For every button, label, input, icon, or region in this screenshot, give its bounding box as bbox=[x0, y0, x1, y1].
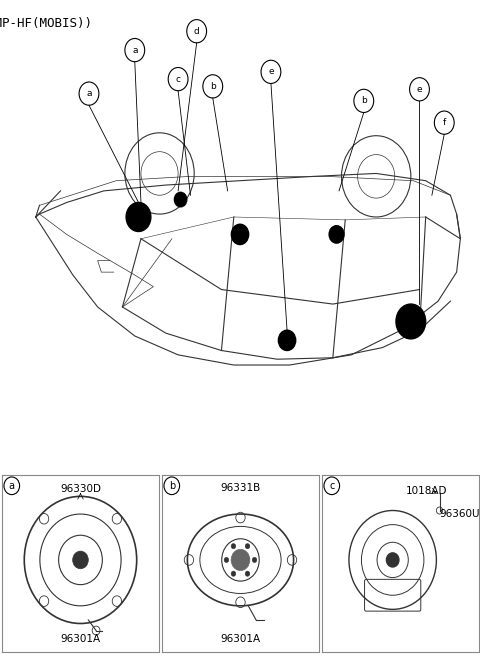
Circle shape bbox=[252, 557, 257, 563]
Circle shape bbox=[278, 330, 296, 350]
Circle shape bbox=[245, 571, 250, 576]
Circle shape bbox=[231, 571, 236, 576]
Circle shape bbox=[231, 544, 236, 549]
Text: 96330D: 96330D bbox=[60, 484, 101, 495]
Text: a: a bbox=[86, 89, 92, 98]
Circle shape bbox=[245, 544, 250, 549]
Circle shape bbox=[396, 304, 426, 339]
Circle shape bbox=[72, 551, 88, 569]
Text: a: a bbox=[9, 481, 15, 491]
Text: c: c bbox=[176, 75, 180, 84]
Text: 96301A: 96301A bbox=[60, 635, 100, 645]
Circle shape bbox=[174, 193, 187, 207]
Text: 96360U: 96360U bbox=[440, 509, 480, 519]
Text: d: d bbox=[194, 27, 200, 36]
Text: 1018AD: 1018AD bbox=[406, 486, 447, 496]
Circle shape bbox=[231, 550, 250, 571]
Text: b: b bbox=[168, 481, 175, 491]
Text: 96301A: 96301A bbox=[220, 635, 261, 645]
Text: e: e bbox=[417, 84, 422, 94]
Text: b: b bbox=[361, 96, 367, 105]
Text: f: f bbox=[443, 118, 446, 127]
Circle shape bbox=[231, 224, 249, 244]
Text: (EXTERNAL AMP-HF(MOBIS)): (EXTERNAL AMP-HF(MOBIS)) bbox=[0, 17, 92, 29]
Circle shape bbox=[329, 226, 344, 243]
Circle shape bbox=[386, 553, 399, 567]
Text: e: e bbox=[268, 67, 274, 77]
Text: 96331B: 96331B bbox=[220, 483, 261, 493]
Circle shape bbox=[126, 202, 151, 231]
Text: b: b bbox=[210, 82, 216, 91]
Text: c: c bbox=[329, 481, 335, 491]
Text: a: a bbox=[132, 46, 138, 54]
Circle shape bbox=[224, 557, 229, 563]
